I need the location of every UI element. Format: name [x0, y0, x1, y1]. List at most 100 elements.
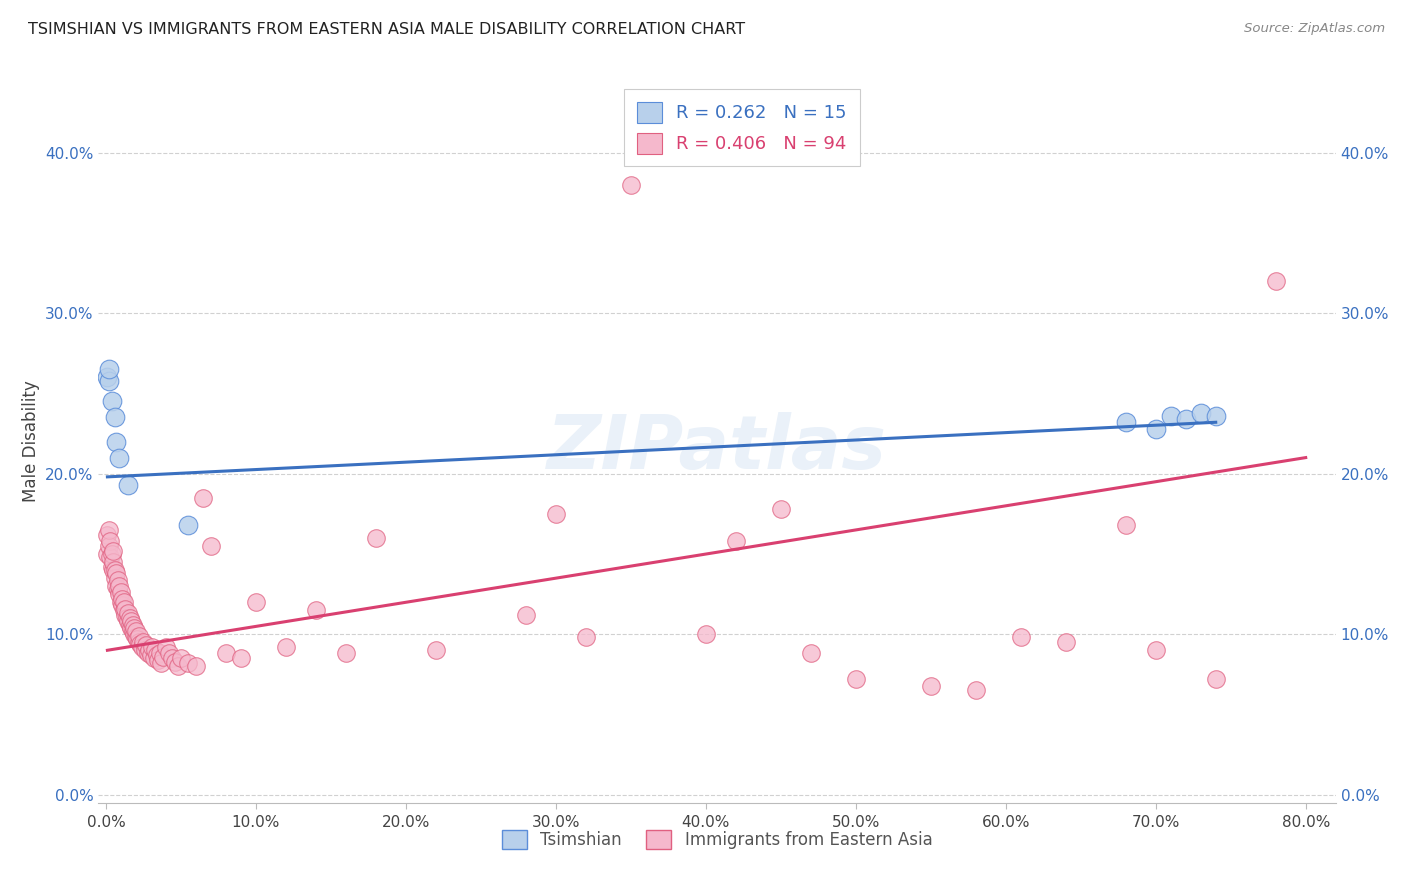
Point — [103, 555, 125, 569]
Point — [110, 595, 132, 609]
Point — [112, 595, 135, 609]
Point — [155, 640, 177, 654]
Point — [769, 502, 792, 516]
Point — [122, 617, 145, 632]
Point — [920, 679, 942, 693]
Point — [101, 394, 124, 409]
Point — [965, 683, 987, 698]
Point — [114, 607, 136, 622]
Point — [305, 603, 328, 617]
Point — [177, 656, 200, 670]
Point — [117, 615, 139, 629]
Point — [145, 643, 167, 657]
Point — [124, 627, 146, 641]
Point — [1174, 412, 1197, 426]
Point — [184, 659, 207, 673]
Point — [1115, 518, 1137, 533]
Point — [200, 539, 222, 553]
Point — [620, 178, 643, 192]
Point — [146, 648, 169, 662]
Point — [104, 563, 127, 577]
Point — [111, 591, 134, 606]
Point — [96, 370, 118, 384]
Point — [117, 478, 139, 492]
Point — [104, 571, 127, 585]
Point — [515, 607, 537, 622]
Point — [139, 648, 162, 662]
Point — [136, 647, 159, 661]
Point — [364, 531, 387, 545]
Point — [117, 607, 139, 621]
Point — [157, 647, 180, 661]
Point — [425, 643, 447, 657]
Point — [167, 659, 190, 673]
Point — [1205, 409, 1227, 423]
Point — [118, 617, 141, 632]
Legend: Tsimshian, Immigrants from Eastern Asia: Tsimshian, Immigrants from Eastern Asia — [495, 823, 939, 856]
Point — [104, 410, 127, 425]
Point — [1144, 643, 1167, 657]
Point — [110, 585, 132, 599]
Point — [193, 491, 215, 505]
Point — [695, 627, 717, 641]
Point — [103, 543, 125, 558]
Point — [177, 518, 200, 533]
Point — [97, 539, 120, 553]
Point — [1205, 672, 1227, 686]
Point — [114, 601, 136, 615]
Point — [122, 624, 145, 638]
Point — [544, 507, 567, 521]
Point — [112, 603, 135, 617]
Point — [335, 647, 357, 661]
Point — [1189, 406, 1212, 420]
Point — [97, 362, 120, 376]
Point — [128, 629, 150, 643]
Point — [160, 651, 183, 665]
Point — [274, 640, 297, 654]
Point — [215, 647, 238, 661]
Point — [97, 374, 120, 388]
Point — [107, 573, 129, 587]
Point — [101, 547, 124, 561]
Point — [108, 450, 131, 465]
Point — [134, 643, 156, 657]
Point — [103, 563, 125, 577]
Point — [229, 651, 252, 665]
Point — [97, 523, 120, 537]
Point — [135, 639, 157, 653]
Point — [141, 640, 163, 654]
Point — [125, 631, 148, 645]
Text: TSIMSHIAN VS IMMIGRANTS FROM EASTERN ASIA MALE DISABILITY CORRELATION CHART: TSIMSHIAN VS IMMIGRANTS FROM EASTERN ASI… — [28, 22, 745, 37]
Point — [107, 582, 129, 597]
Point — [1144, 422, 1167, 436]
Point — [100, 550, 122, 565]
Point — [1160, 409, 1182, 423]
Y-axis label: Male Disability: Male Disability — [21, 381, 39, 502]
Point — [101, 559, 124, 574]
Point — [96, 547, 118, 561]
Point — [108, 579, 131, 593]
Point — [1010, 631, 1032, 645]
Point — [138, 643, 160, 657]
Point — [128, 635, 150, 649]
Point — [800, 647, 823, 661]
Point — [170, 651, 193, 665]
Point — [163, 655, 186, 669]
Point — [129, 637, 152, 651]
Point — [127, 632, 149, 646]
Text: ZIPatlas: ZIPatlas — [547, 412, 887, 485]
Point — [111, 599, 134, 613]
Point — [152, 649, 174, 664]
Point — [118, 611, 141, 625]
Point — [132, 635, 155, 649]
Point — [724, 534, 747, 549]
Point — [1264, 274, 1286, 288]
Point — [120, 621, 142, 635]
Point — [148, 653, 170, 667]
Point — [131, 640, 153, 654]
Text: Source: ZipAtlas.com: Source: ZipAtlas.com — [1244, 22, 1385, 36]
Point — [1115, 415, 1137, 429]
Point — [575, 631, 598, 645]
Point — [1054, 635, 1077, 649]
Point — [845, 672, 868, 686]
